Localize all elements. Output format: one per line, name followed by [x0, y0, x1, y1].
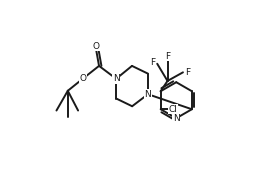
- Text: O: O: [79, 74, 86, 83]
- Text: N: N: [145, 90, 151, 99]
- Text: F: F: [165, 52, 170, 61]
- Text: N: N: [173, 114, 179, 123]
- Text: O: O: [93, 42, 99, 51]
- Text: F: F: [150, 58, 155, 67]
- Text: Cl: Cl: [169, 105, 178, 114]
- Text: F: F: [185, 68, 190, 77]
- Text: N: N: [113, 74, 120, 83]
